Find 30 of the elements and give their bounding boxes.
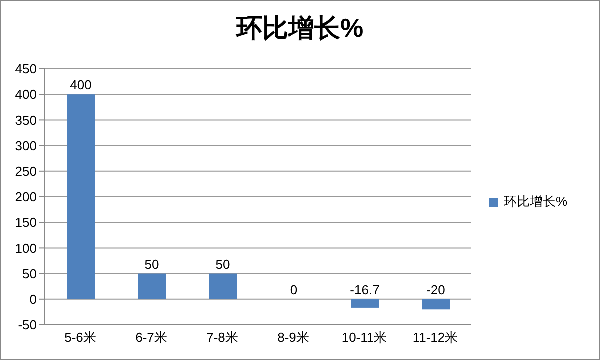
data-label: 50 (216, 256, 230, 272)
y-tick-label: 400 (15, 87, 37, 102)
y-tick-label: 250 (15, 164, 37, 180)
legend-label: 环比增长% (504, 193, 568, 211)
y-tick-label: 300 (15, 138, 37, 154)
data-label: 400 (70, 78, 92, 93)
y-tick-label: 200 (15, 190, 37, 205)
bar (422, 299, 450, 310)
x-tick-label: 11-12米 (412, 330, 458, 346)
x-tick-label: 6-7米 (136, 330, 168, 346)
bar (351, 299, 379, 308)
y-tick-label: 150 (15, 215, 37, 230)
bar (67, 94, 95, 300)
y-tick-label: 450 (15, 62, 37, 77)
data-label: 0 (290, 282, 298, 298)
y-tick-label: 350 (15, 112, 37, 128)
x-tick-label: 5-6米 (64, 330, 96, 346)
y-tick-label: 100 (15, 240, 37, 256)
bar (138, 274, 166, 300)
data-label: -20 (426, 282, 446, 298)
x-tick-label: 7-8米 (206, 330, 238, 346)
y-tick-label: 50 (22, 266, 37, 282)
x-tick-label: 10-11米 (342, 330, 388, 346)
bar (209, 274, 237, 300)
chart-title: 环比增长% (234, 12, 365, 45)
data-label: -16.7 (350, 282, 380, 298)
data-label: 50 (144, 256, 160, 272)
y-tick-label: -50 (18, 318, 37, 333)
y-tick-label: 0 (30, 292, 37, 308)
x-tick-label: 8-9米 (278, 330, 310, 346)
